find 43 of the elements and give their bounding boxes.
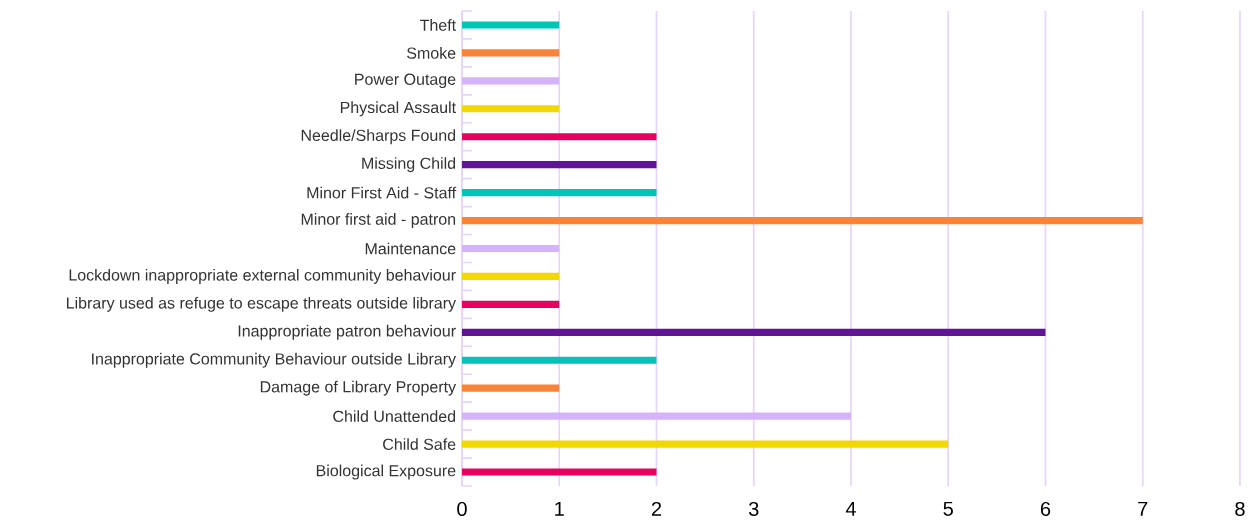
y-tick-label: Lockdown inappropriate external community behaviour [69, 268, 456, 284]
y-tick-label: Child Unattended [333, 410, 456, 423]
y-tick-label: Minor First Aid - Staff [307, 186, 457, 199]
bar [462, 133, 657, 141]
bar [462, 189, 657, 197]
bar [462, 77, 560, 85]
y-tick-label: Missing Child [362, 157, 456, 173]
x-tick-label: 4 [845, 501, 856, 516]
bar [462, 161, 657, 169]
y-tick-label: Biological Exposure [316, 464, 456, 480]
y-tick-label: Inappropriate patron behaviour [238, 324, 456, 340]
bar [462, 21, 560, 29]
x-tick-label: 7 [1138, 501, 1148, 516]
y-tick-label: Theft [420, 19, 456, 31]
bar [462, 468, 657, 476]
bar [462, 412, 851, 420]
bar [462, 244, 560, 253]
bar [462, 300, 560, 308]
x-tick-label: 3 [748, 501, 759, 517]
y-tick-label: Needle/Sharps Found [301, 129, 456, 145]
bar [462, 356, 657, 364]
x-tick-label: 0 [457, 501, 467, 517]
bar [462, 216, 1143, 225]
bar [462, 440, 949, 448]
x-tick-label: 1 [555, 501, 564, 516]
bar [462, 105, 560, 113]
y-tick-label: Damage of Library Property [260, 380, 457, 396]
x-tick-label: 6 [1040, 501, 1051, 517]
y-tick-label: Smoke [407, 47, 456, 59]
x-tick-label: 2 [651, 501, 662, 516]
bar [462, 49, 560, 57]
bar [462, 328, 1046, 336]
y-tick-label: Child Safe [383, 438, 456, 450]
bar [462, 272, 560, 281]
y-tick-label: Library used as refuge to escape threats outside library [66, 296, 457, 312]
y-tick-label: Physical Assault [340, 101, 456, 117]
x-tick-label: 8 [1235, 501, 1245, 517]
y-tick-label: Minor first aid - patron [301, 213, 456, 229]
y-tick-label: Power Outage [355, 73, 456, 89]
bar [462, 384, 560, 392]
x-tick-label: 5 [943, 501, 953, 516]
y-tick-label: Maintenance [365, 242, 456, 255]
y-tick-label: Inappropriate Community Behaviour outside Library [92, 352, 457, 368]
